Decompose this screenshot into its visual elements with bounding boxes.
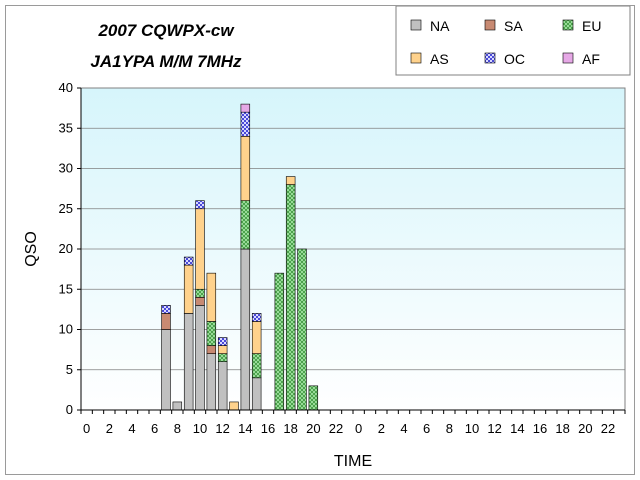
bar-segment-sa bbox=[161, 313, 171, 330]
bar-segment-eu bbox=[308, 385, 319, 411]
y-tick-label: 15 bbox=[59, 281, 73, 296]
chart-frame: 2007 CQWPX-cw JA1YPA M/M 7MHz NA SA EU AS OC… bbox=[5, 5, 635, 475]
bar-segment-as bbox=[251, 321, 262, 354]
bar-segment-na bbox=[172, 401, 183, 411]
x-tick-label: 20 bbox=[578, 421, 592, 436]
bar-segment-af bbox=[240, 103, 251, 113]
bar-segment-eu bbox=[285, 184, 296, 411]
y-tick-label: 35 bbox=[59, 120, 73, 135]
bars bbox=[161, 103, 319, 411]
y-tick-label: 10 bbox=[59, 322, 73, 337]
x-tick-label: 14 bbox=[510, 421, 524, 436]
x-tick-label: 6 bbox=[151, 421, 158, 436]
x-tick-label: 4 bbox=[400, 421, 407, 436]
chart-title-line-1: 2007 CQWPX-cw bbox=[97, 21, 235, 40]
x-tick-label: 12 bbox=[215, 421, 229, 436]
bar-segment-as bbox=[206, 272, 217, 322]
axes bbox=[77, 87, 626, 414]
legend-swatch-as bbox=[410, 52, 422, 64]
bar-segment-na bbox=[251, 377, 262, 411]
y-tick-label: 5 bbox=[66, 362, 73, 377]
bar-segment-oc bbox=[195, 200, 205, 210]
x-tick-label: 4 bbox=[128, 421, 135, 436]
bar-segment-sa bbox=[206, 345, 217, 354]
x-tick-label: 0 bbox=[355, 421, 362, 436]
bar-segment-as bbox=[217, 345, 228, 354]
x-tick-label: 16 bbox=[533, 421, 547, 436]
legend-label-as: AS bbox=[430, 51, 449, 67]
bar-segment-as bbox=[240, 136, 251, 202]
legend-label-sa: SA bbox=[504, 18, 523, 34]
legend-box bbox=[395, 6, 631, 76]
bar-segment-na bbox=[217, 361, 228, 411]
x-tick-label: 2 bbox=[106, 421, 113, 436]
x-tick-label: 12 bbox=[487, 421, 501, 436]
x-tick-labels: 0 2 4 6 8 10 12 14 16 18 20 22 0 2 4 6 8 10 12 14 16 18 20 22 bbox=[83, 421, 615, 436]
bar-segment-na bbox=[161, 329, 171, 411]
legend-label-eu: EU bbox=[582, 18, 601, 34]
y-tick-label: 25 bbox=[59, 201, 73, 216]
x-tick-label: 10 bbox=[465, 421, 479, 436]
x-tick-label: 8 bbox=[446, 421, 453, 436]
bar-segment-as bbox=[195, 208, 205, 290]
qso-stacked-bar-chart: 2007 CQWPX-cw JA1YPA M/M 7MHz NA SA EU AS OC… bbox=[23, 6, 631, 470]
bar-segment-oc bbox=[251, 313, 262, 322]
bar-segment-eu bbox=[240, 200, 251, 250]
x-tick-label: 20 bbox=[306, 421, 320, 436]
y-tick-label: 0 bbox=[66, 402, 73, 417]
bar-segment-eu bbox=[297, 248, 307, 411]
bar-segment-eu bbox=[195, 288, 205, 298]
x-tick-label: 2 bbox=[378, 421, 385, 436]
x-tick-label: 14 bbox=[238, 421, 252, 436]
y-tick-label: 30 bbox=[59, 161, 73, 176]
x-tick-label: 22 bbox=[329, 421, 343, 436]
y-axis-label: QSO bbox=[23, 231, 40, 267]
chart-title-line-2: JA1YPA M/M 7MHz bbox=[90, 52, 242, 71]
x-tick-label: 16 bbox=[261, 421, 275, 436]
bar-segment-as bbox=[183, 264, 194, 314]
y-tick-labels: 0 5 10 15 20 25 30 35 40 bbox=[59, 80, 73, 417]
bar-segment-eu bbox=[274, 272, 285, 411]
legend: NA SA EU AS OC AF bbox=[395, 6, 631, 76]
y-tick-label: 20 bbox=[59, 241, 73, 256]
gridlines bbox=[81, 87, 625, 371]
bar-segment-na bbox=[240, 248, 251, 411]
bar-segment-eu bbox=[251, 353, 262, 379]
bar-segment-eu bbox=[217, 353, 228, 362]
bar-segment-as bbox=[285, 176, 296, 185]
x-tick-label: 0 bbox=[83, 421, 90, 436]
bar-segment-eu bbox=[206, 321, 217, 346]
x-tick-label: 22 bbox=[601, 421, 615, 436]
bar-segment-na bbox=[206, 353, 217, 411]
bar-segment-sa bbox=[195, 296, 205, 306]
bar-segment-na bbox=[183, 313, 194, 411]
y-tick-label: 40 bbox=[59, 80, 73, 95]
legend-swatch-af bbox=[562, 52, 574, 64]
bar-segment-oc bbox=[240, 111, 251, 137]
legend-swatch-na bbox=[410, 19, 422, 31]
bar-segment-oc bbox=[217, 337, 228, 346]
bar-segment-na bbox=[195, 305, 205, 411]
x-tick-label: 18 bbox=[283, 421, 297, 436]
legend-swatch-oc bbox=[484, 52, 496, 64]
legend-label-oc: OC bbox=[504, 51, 525, 67]
bar-segment-oc bbox=[183, 256, 194, 266]
x-tick-label: 6 bbox=[423, 421, 430, 436]
legend-label-na: NA bbox=[430, 18, 450, 34]
bar-segment-oc bbox=[161, 305, 171, 314]
legend-swatch-sa bbox=[484, 19, 496, 31]
x-tick-label: 10 bbox=[193, 421, 207, 436]
x-tick-label: 8 bbox=[174, 421, 181, 436]
x-tick-label: 18 bbox=[555, 421, 569, 436]
legend-label-af: AF bbox=[582, 51, 600, 67]
legend-swatch-eu bbox=[562, 19, 574, 31]
bar-segment-as bbox=[229, 401, 239, 411]
x-axis-label: TIME bbox=[334, 453, 372, 470]
